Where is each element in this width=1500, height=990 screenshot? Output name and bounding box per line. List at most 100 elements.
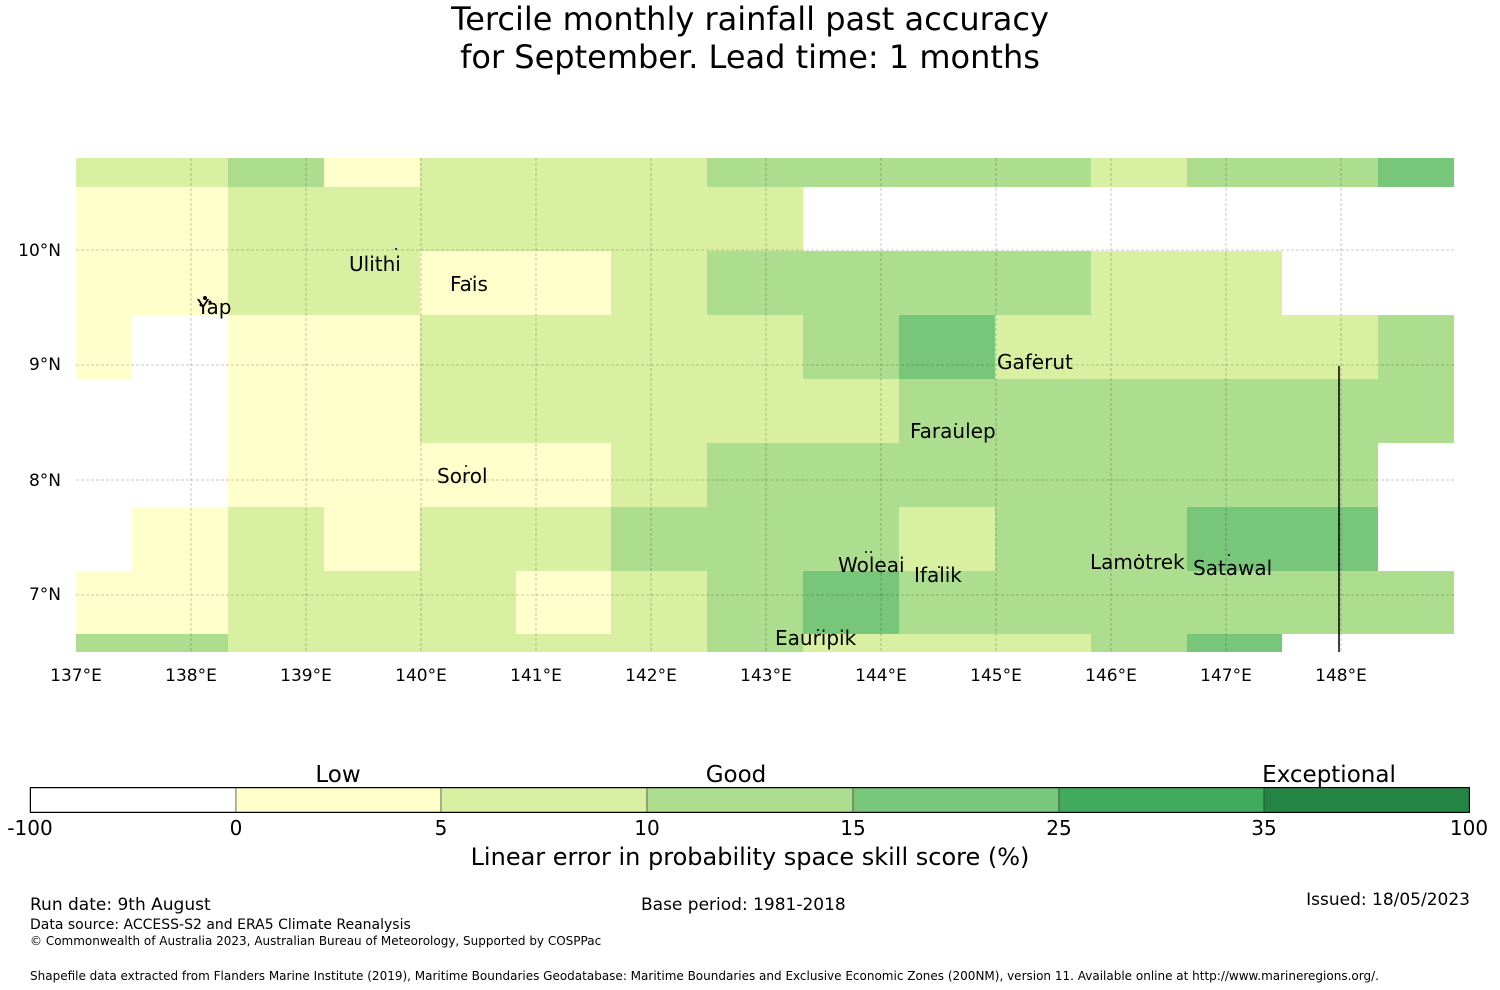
place-label-faraulep: Faraulep xyxy=(910,419,996,443)
grid-cell xyxy=(803,315,899,379)
colorbar-title: Linear error in probability space skill … xyxy=(470,843,1030,871)
place-label-sorol: Sorol xyxy=(437,464,488,488)
grid-cell xyxy=(420,507,611,571)
colorbar-tick: 10 xyxy=(634,816,659,840)
grid-cell xyxy=(132,379,228,443)
title-line-1: Tercile monthly rainfall past accuracy xyxy=(451,0,1049,38)
lon-label: 144°E xyxy=(855,666,907,686)
grid-cell xyxy=(707,251,1091,315)
grid-cell xyxy=(76,634,228,652)
place-label-woleai: Woleai xyxy=(838,553,905,577)
colorbar-segment xyxy=(852,787,1060,813)
grid-cell xyxy=(420,158,707,187)
grid-cell xyxy=(228,158,324,187)
grid-cell xyxy=(611,443,707,507)
colorbar-tick: 0 xyxy=(230,816,243,840)
grid-cell xyxy=(228,634,707,652)
graticule xyxy=(76,158,1454,652)
colorbar-segment xyxy=(1263,787,1470,813)
lat-label: 8°N xyxy=(29,471,61,491)
title-line-2: for September. Lead time: 1 months xyxy=(460,38,1040,76)
colorbar-tick: 35 xyxy=(1251,816,1276,840)
place-label-fais: Fais xyxy=(450,272,488,296)
grid-cell xyxy=(1187,507,1378,571)
run-date: Run date: 9th August xyxy=(30,895,211,915)
grid-cell xyxy=(76,571,132,634)
grid-cell xyxy=(420,443,611,507)
colorbar-tick: 5 xyxy=(435,816,448,840)
grid-cell xyxy=(707,158,1091,187)
place-label-eauripik: Eauripik xyxy=(775,626,857,650)
grid-cell xyxy=(228,379,420,443)
island-marker xyxy=(870,551,872,553)
grid-cell xyxy=(1091,634,1187,652)
grid-cell xyxy=(516,571,611,634)
category-low: Low xyxy=(315,762,360,788)
lon-label: 140°E xyxy=(395,666,447,686)
island-marker xyxy=(955,423,957,425)
colorbar-tick: -100 xyxy=(7,816,52,840)
grid-cell xyxy=(76,379,132,443)
grid-cell xyxy=(76,443,132,507)
colorbar xyxy=(29,787,1470,813)
grid-cell xyxy=(707,634,803,652)
grid-cell xyxy=(228,571,516,634)
grid-cell xyxy=(76,187,228,251)
grid-cell xyxy=(1091,158,1187,187)
chart-title: Tercile monthly rainfall past accuracy f… xyxy=(0,0,1500,76)
colorbar-tick: 25 xyxy=(1046,816,1071,840)
colorbar-segment xyxy=(235,787,442,813)
grid-cell xyxy=(899,379,1378,443)
lat-label: 10°N xyxy=(18,241,61,261)
grid-cell xyxy=(899,571,1454,634)
grid-cell xyxy=(1187,634,1282,652)
copyright: © Commonwealth of Australia 2023, Austra… xyxy=(30,934,602,948)
lon-label: 143°E xyxy=(740,666,792,686)
grid-cell xyxy=(76,315,132,379)
base-period: Base period: 1981-2018 xyxy=(641,895,846,915)
grid-cell xyxy=(76,507,132,571)
island-marker xyxy=(817,629,819,631)
island-marker xyxy=(1138,554,1140,556)
grid-cell xyxy=(899,507,995,571)
grid-cell xyxy=(1091,251,1282,315)
grid-cell xyxy=(611,507,899,571)
skill-grid-cells xyxy=(76,158,1454,652)
grid-cell xyxy=(420,315,803,379)
shapefile-credit: Shapefile data extracted from Flanders M… xyxy=(30,969,1379,983)
place-label-satawal: Satawal xyxy=(1193,556,1272,580)
grid-cell xyxy=(611,571,707,634)
island-marker xyxy=(938,566,940,568)
colorbar-segment xyxy=(646,787,854,813)
island-marker xyxy=(395,248,397,250)
grid-cell xyxy=(132,315,228,379)
lon-label: 147°E xyxy=(1200,666,1252,686)
colorbar-segment xyxy=(440,787,648,813)
grid-cell xyxy=(995,315,1378,379)
island-marker xyxy=(470,278,472,280)
lon-label: 137°E xyxy=(50,666,102,686)
place-label-gaferut: Gaferut xyxy=(997,350,1073,374)
grid-cell xyxy=(707,443,1378,507)
colorbar-tick: 15 xyxy=(840,816,865,840)
grid-cell xyxy=(228,187,803,251)
grid-cell xyxy=(228,251,420,315)
issued-date: Issued: 18/05/2023 xyxy=(1306,890,1470,910)
lon-label: 139°E xyxy=(280,666,332,686)
colorbar-frame xyxy=(30,787,1470,813)
island-marker xyxy=(199,303,203,307)
grid-cell xyxy=(899,315,995,379)
island-marker xyxy=(865,551,867,553)
grid-cell xyxy=(1378,158,1454,187)
lon-label: 138°E xyxy=(165,666,217,686)
data-source: Data source: ACCESS-S2 and ERA5 Climate … xyxy=(30,917,411,933)
grid-cell xyxy=(228,315,420,379)
island-marker xyxy=(208,300,212,304)
grid-cell xyxy=(803,571,899,634)
place-label-lamotrek: Lamotrek xyxy=(1090,550,1185,574)
grid-cell xyxy=(611,251,707,315)
island-marker xyxy=(1228,554,1230,556)
colorbar-tick: 100 xyxy=(1450,816,1488,840)
lon-label: 145°E xyxy=(970,666,1022,686)
